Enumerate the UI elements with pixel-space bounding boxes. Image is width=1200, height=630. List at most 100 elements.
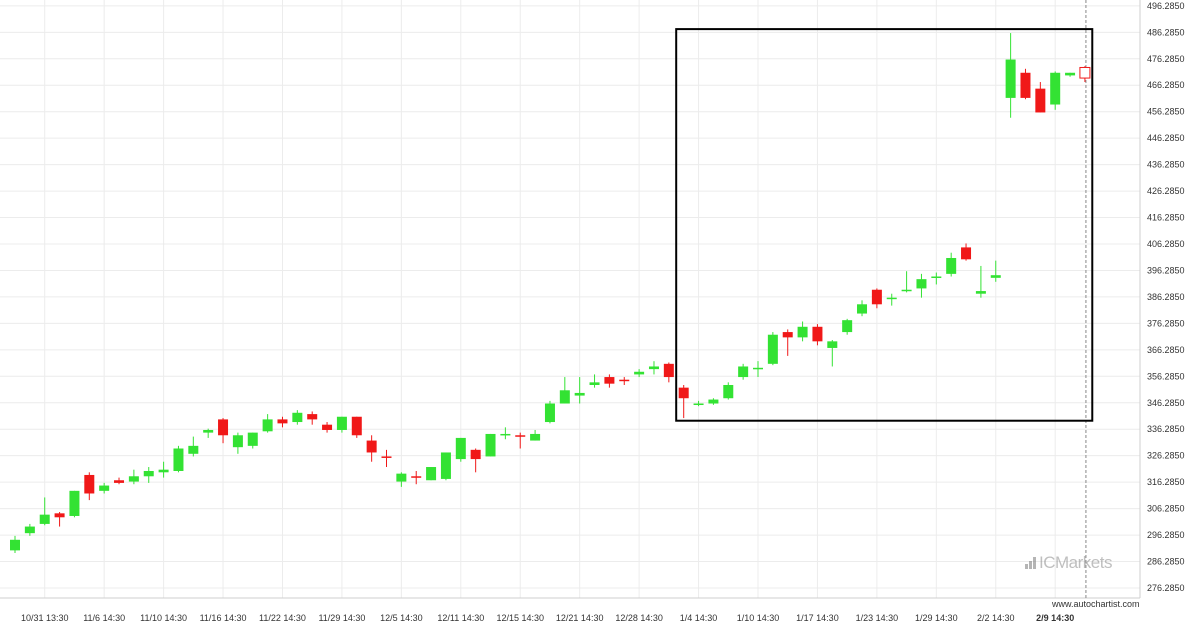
candle bbox=[663, 362, 674, 383]
candle-body bbox=[173, 448, 184, 471]
candle-body bbox=[1020, 72, 1031, 98]
candle bbox=[39, 497, 50, 526]
candle-body bbox=[114, 480, 125, 483]
candle-body bbox=[931, 276, 942, 279]
candle-body bbox=[128, 476, 139, 482]
candle-body bbox=[336, 416, 347, 430]
y-tick-label: 306.2850 bbox=[1147, 504, 1185, 514]
y-tick-label: 346.2850 bbox=[1147, 398, 1185, 408]
candle bbox=[69, 490, 80, 518]
candle bbox=[990, 260, 1001, 282]
candle-body bbox=[663, 363, 674, 378]
candle bbox=[842, 318, 853, 335]
candle bbox=[188, 436, 199, 457]
broker-watermark: ICMarkets bbox=[1025, 552, 1137, 574]
y-tick-label: 276.2850 bbox=[1147, 583, 1185, 593]
candle bbox=[1035, 82, 1046, 113]
broker-logo-icon bbox=[1025, 557, 1036, 569]
candle-body bbox=[738, 366, 749, 378]
y-tick-label: 366.2850 bbox=[1147, 345, 1185, 355]
candle bbox=[322, 422, 333, 433]
x-tick-label: 12/5 14:30 bbox=[380, 613, 423, 623]
candle bbox=[886, 293, 897, 306]
candle bbox=[901, 271, 912, 293]
candle-body bbox=[693, 403, 704, 406]
candle-body bbox=[901, 289, 912, 292]
candle-body bbox=[54, 513, 65, 518]
candle bbox=[24, 523, 35, 536]
candle bbox=[559, 377, 570, 404]
candle bbox=[366, 435, 377, 462]
pattern-box bbox=[675, 28, 1094, 422]
candle bbox=[203, 428, 214, 438]
candle-body bbox=[24, 526, 35, 534]
candle-body bbox=[39, 514, 50, 524]
candle bbox=[678, 384, 689, 419]
broker-name: ICMarkets bbox=[1039, 553, 1112, 572]
y-tick-label: 296.2850 bbox=[1147, 530, 1185, 540]
candle bbox=[797, 321, 808, 342]
candle-body bbox=[812, 326, 823, 342]
candle bbox=[648, 361, 659, 375]
candle-body bbox=[574, 392, 585, 396]
candle-body bbox=[440, 452, 451, 479]
candle bbox=[411, 470, 422, 485]
candle bbox=[738, 363, 749, 380]
candle-body bbox=[1035, 88, 1046, 113]
candle-body bbox=[708, 399, 719, 404]
candle-body bbox=[322, 424, 333, 430]
candle bbox=[307, 411, 318, 425]
candle-body bbox=[366, 440, 377, 453]
candle bbox=[114, 477, 125, 485]
candle bbox=[931, 272, 942, 285]
candle-body bbox=[619, 379, 630, 382]
candle bbox=[589, 374, 600, 388]
y-tick-label: 476.2850 bbox=[1147, 54, 1185, 64]
candle bbox=[277, 416, 288, 428]
candle-body bbox=[84, 474, 95, 494]
y-tick-label: 376.2850 bbox=[1147, 318, 1185, 328]
candle bbox=[530, 429, 541, 441]
candle bbox=[128, 469, 139, 485]
x-tick-label: 11/16 14:30 bbox=[200, 613, 247, 623]
candle bbox=[336, 416, 347, 433]
candle-body bbox=[307, 414, 318, 420]
candle bbox=[767, 332, 778, 366]
candle bbox=[782, 329, 793, 356]
candle bbox=[812, 324, 823, 346]
x-tick-label: 1/29 14:30 bbox=[915, 613, 958, 623]
candle-body bbox=[559, 390, 570, 404]
candle-body bbox=[530, 433, 541, 441]
candle-body bbox=[69, 490, 80, 516]
candle-body bbox=[871, 289, 882, 305]
x-axis: 10/31 13:30 11/6 14:30 11/10 14:30 11/16 14… bbox=[21, 613, 1074, 623]
x-tick-label: 12/15 14:30 bbox=[496, 613, 544, 623]
x-tick-label: 12/28 14:30 bbox=[615, 613, 663, 623]
candle-body bbox=[767, 334, 778, 364]
x-tick-label: 12/11 14:30 bbox=[437, 613, 484, 623]
candle-body bbox=[485, 433, 496, 457]
candle-body bbox=[277, 419, 288, 424]
candle bbox=[1079, 66, 1091, 83]
candle bbox=[871, 288, 882, 309]
candle-body bbox=[411, 476, 422, 478]
candle bbox=[440, 452, 451, 481]
y-tick-label: 386.2850 bbox=[1147, 292, 1185, 302]
candle-body bbox=[1065, 72, 1076, 76]
x-tick-label: 2/2 14:30 bbox=[977, 613, 1015, 623]
candle bbox=[54, 512, 65, 527]
candle bbox=[946, 252, 957, 277]
candle-body bbox=[292, 412, 303, 423]
pattern-highlight bbox=[675, 0, 1094, 598]
candle bbox=[634, 369, 645, 378]
candle bbox=[247, 432, 258, 449]
y-axis: 496.2850 486.2850 476.2850 466.2850 456.2850… bbox=[1147, 1, 1185, 593]
candle-body bbox=[247, 432, 258, 446]
candle bbox=[515, 432, 526, 449]
y-tick-label: 436.2850 bbox=[1147, 160, 1185, 170]
candle-body bbox=[1050, 72, 1061, 105]
candle-body bbox=[218, 419, 229, 436]
candle-body bbox=[396, 473, 407, 482]
candle bbox=[470, 448, 481, 473]
candle bbox=[351, 416, 362, 438]
